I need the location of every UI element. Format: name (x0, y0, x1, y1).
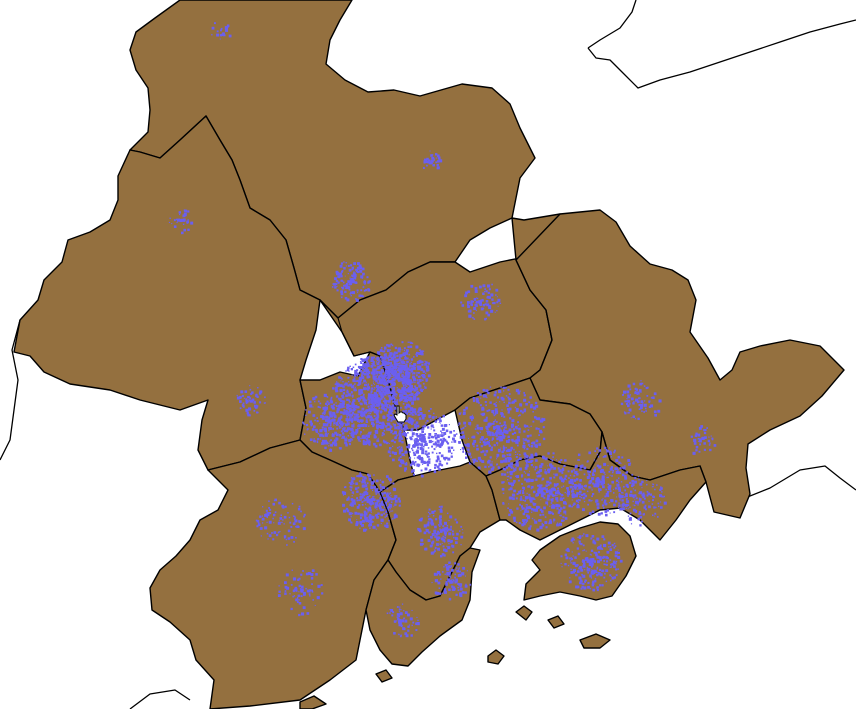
small-island (375, 669, 393, 683)
small-island (547, 615, 565, 629)
island-district[interactable] (523, 521, 637, 601)
land-regions (13, 0, 845, 709)
urban-areas (168, 22, 717, 638)
district-boundaries (337, 259, 601, 561)
small-island (299, 695, 327, 709)
small-island (487, 649, 505, 665)
southern-peninsula-district[interactable] (365, 547, 481, 667)
southwest-district[interactable] (149, 439, 397, 709)
small-island (579, 633, 611, 649)
hand-pointer-icon (393, 405, 407, 423)
small-island (515, 605, 533, 621)
